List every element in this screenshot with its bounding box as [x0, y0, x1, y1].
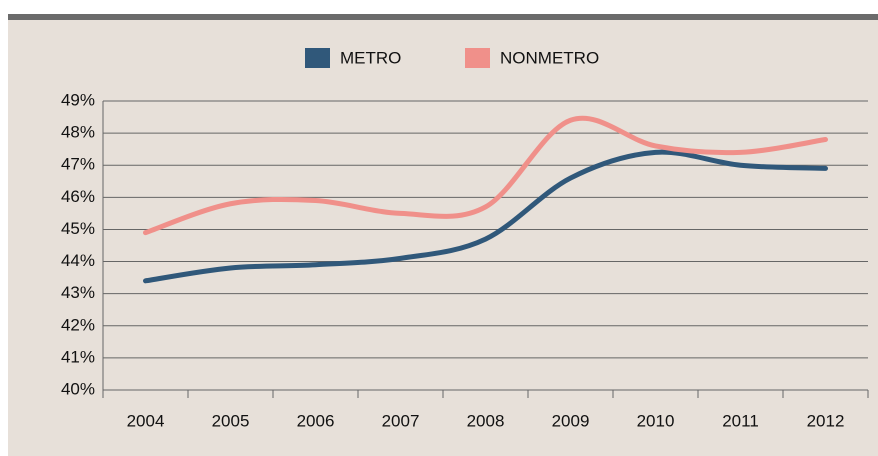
y-tick-label: 41% [61, 347, 95, 366]
x-tick-label: 2010 [637, 411, 675, 430]
y-tick-label: 49% [61, 90, 95, 109]
x-tick-label: 2007 [382, 411, 420, 430]
x-tick-label: 2006 [297, 411, 335, 430]
y-tick-label: 42% [61, 315, 95, 334]
x-tick-label: 2008 [467, 411, 505, 430]
y-tick-label: 46% [61, 187, 95, 206]
y-tick-label: 43% [61, 283, 95, 302]
x-tick-label: 2009 [552, 411, 590, 430]
x-tick-label: 2011 [722, 411, 759, 430]
x-tick-label: 2004 [127, 411, 165, 430]
line-series [143, 115, 828, 236]
chart-background [8, 14, 878, 456]
x-tick-label: 2012 [807, 411, 845, 430]
y-tick-label: 48% [61, 123, 95, 142]
legend-swatch [465, 48, 490, 68]
top-bar [8, 14, 878, 20]
y-tick-label: 40% [61, 379, 95, 398]
legend-label: METRO [340, 48, 401, 67]
y-tick-label: 45% [61, 219, 95, 238]
line-series [143, 149, 828, 284]
legend-swatch [305, 48, 330, 68]
x-tick-label: 2005 [212, 411, 250, 430]
legend-label: NONMETRO [500, 48, 599, 67]
y-tick-label: 47% [61, 155, 95, 174]
y-tick-label: 44% [61, 251, 95, 270]
